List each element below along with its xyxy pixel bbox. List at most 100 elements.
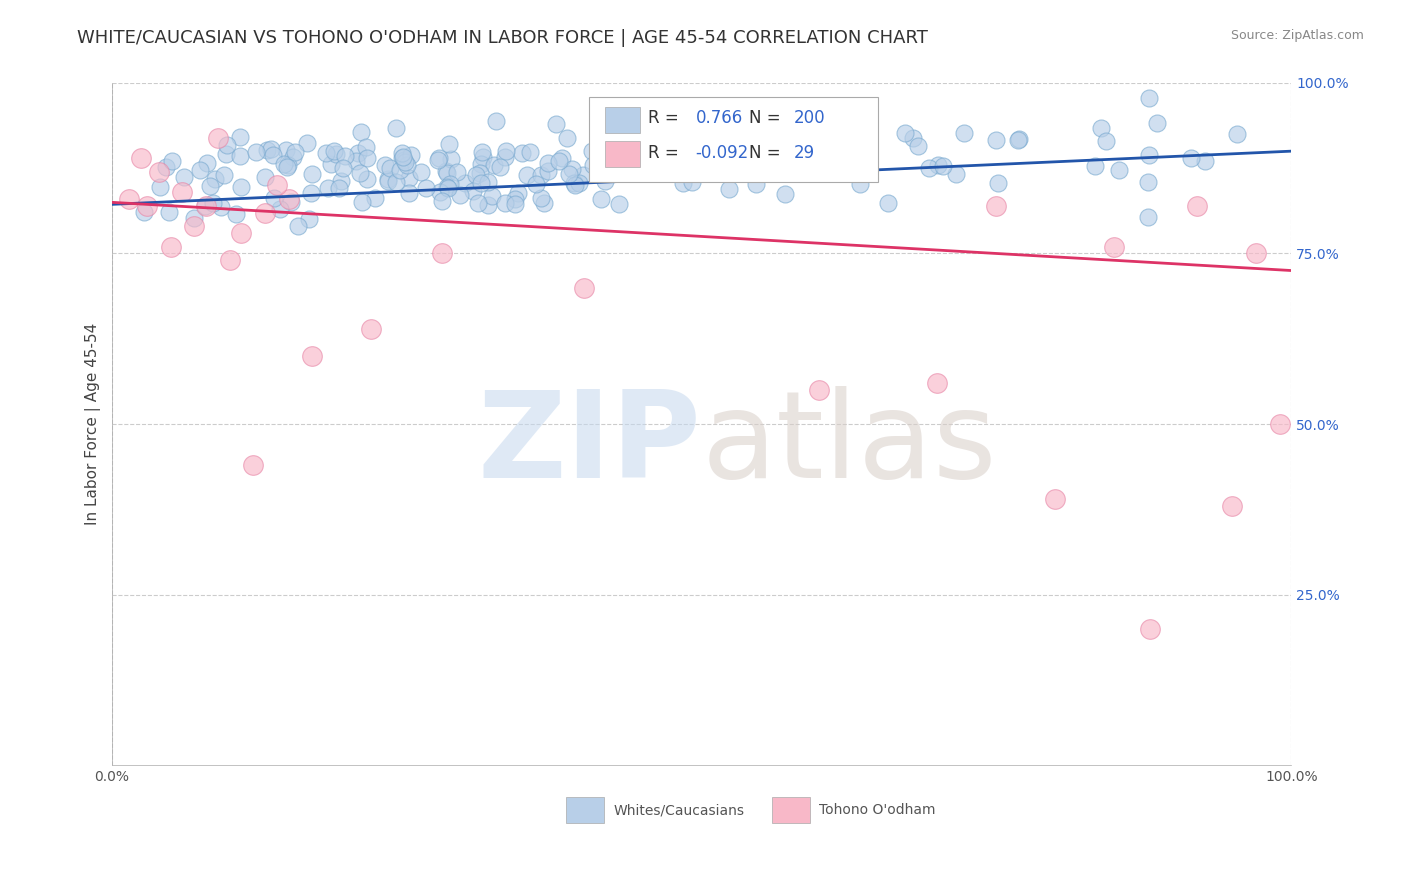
Point: [195, 156, 218, 170]
Point: [638, 153, 661, 167]
Point: [817, 143, 839, 157]
Point: [201, 196, 224, 211]
Point: [489, 160, 512, 174]
Point: [430, 194, 453, 208]
Point: [346, 153, 368, 168]
Point: [231, 180, 253, 194]
Point: [183, 219, 205, 234]
Y-axis label: In Labor Force | Age 45-54: In Labor Force | Age 45-54: [86, 323, 101, 525]
Point: [434, 164, 457, 178]
Point: [617, 157, 640, 171]
Point: [763, 163, 786, 178]
Point: [301, 349, 323, 363]
Point: [703, 157, 725, 171]
Point: [494, 150, 516, 164]
Point: [256, 143, 278, 157]
Point: [557, 131, 579, 145]
Point: [562, 176, 585, 190]
Point: [134, 205, 156, 219]
Point: [283, 150, 305, 164]
Point: [558, 167, 581, 181]
Point: [129, 151, 152, 165]
Point: [598, 165, 620, 179]
Point: [464, 168, 486, 182]
Point: [1084, 159, 1107, 173]
Point: [851, 139, 873, 153]
Point: [277, 192, 299, 206]
Point: [277, 159, 299, 173]
Point: [242, 458, 264, 472]
Point: [638, 153, 661, 168]
Point: [385, 176, 408, 190]
Point: [284, 145, 307, 159]
Point: [681, 175, 703, 189]
Point: [173, 170, 195, 185]
Point: [1180, 151, 1202, 165]
Point: [430, 246, 453, 260]
Point: [319, 157, 342, 171]
Text: Whites/Caucasians: Whites/Caucasians: [613, 803, 744, 817]
Point: [692, 137, 714, 152]
Point: [503, 192, 526, 206]
Text: ZIP: ZIP: [478, 386, 702, 503]
Point: [299, 186, 322, 200]
Point: [823, 137, 845, 152]
Point: [325, 146, 347, 161]
Point: [378, 161, 401, 175]
Point: [470, 157, 492, 171]
Point: [401, 147, 423, 161]
Point: [436, 166, 458, 180]
Point: [477, 197, 499, 211]
Text: Source: ZipAtlas.com: Source: ZipAtlas.com: [1230, 29, 1364, 42]
FancyBboxPatch shape: [605, 107, 640, 133]
Point: [561, 162, 583, 177]
Point: [1095, 134, 1118, 148]
Point: [1008, 132, 1031, 146]
Point: [1139, 622, 1161, 636]
Point: [377, 174, 399, 188]
Point: [229, 130, 252, 145]
Text: R =: R =: [648, 145, 685, 162]
Point: [1268, 417, 1291, 431]
Point: [149, 180, 172, 194]
Point: [688, 143, 710, 157]
Point: [315, 145, 337, 160]
Point: [503, 196, 526, 211]
Point: [415, 181, 437, 195]
Point: [461, 184, 484, 198]
Text: N =: N =: [749, 110, 786, 128]
Point: [607, 197, 630, 211]
Point: [394, 155, 416, 169]
Point: [1090, 121, 1112, 136]
Point: [467, 195, 489, 210]
Point: [789, 149, 811, 163]
Point: [482, 158, 505, 172]
Point: [530, 191, 553, 205]
Point: [352, 194, 374, 209]
Point: [953, 126, 976, 140]
Point: [273, 157, 295, 171]
Point: [762, 162, 785, 177]
Text: Tohono O'odham: Tohono O'odham: [820, 803, 936, 817]
Point: [686, 124, 709, 138]
Point: [737, 138, 759, 153]
Point: [470, 177, 492, 191]
Point: [453, 176, 475, 190]
Point: [716, 166, 738, 180]
Point: [215, 147, 238, 161]
Point: [609, 155, 631, 169]
Point: [530, 168, 553, 182]
Point: [1108, 163, 1130, 178]
Point: [506, 186, 529, 201]
Point: [794, 146, 817, 161]
Point: [225, 206, 247, 220]
Point: [568, 176, 591, 190]
Point: [901, 130, 924, 145]
Point: [533, 195, 555, 210]
Point: [659, 147, 682, 161]
Point: [195, 199, 218, 213]
Point: [436, 179, 458, 194]
Point: [136, 199, 159, 213]
FancyBboxPatch shape: [772, 797, 810, 823]
Point: [593, 174, 616, 188]
